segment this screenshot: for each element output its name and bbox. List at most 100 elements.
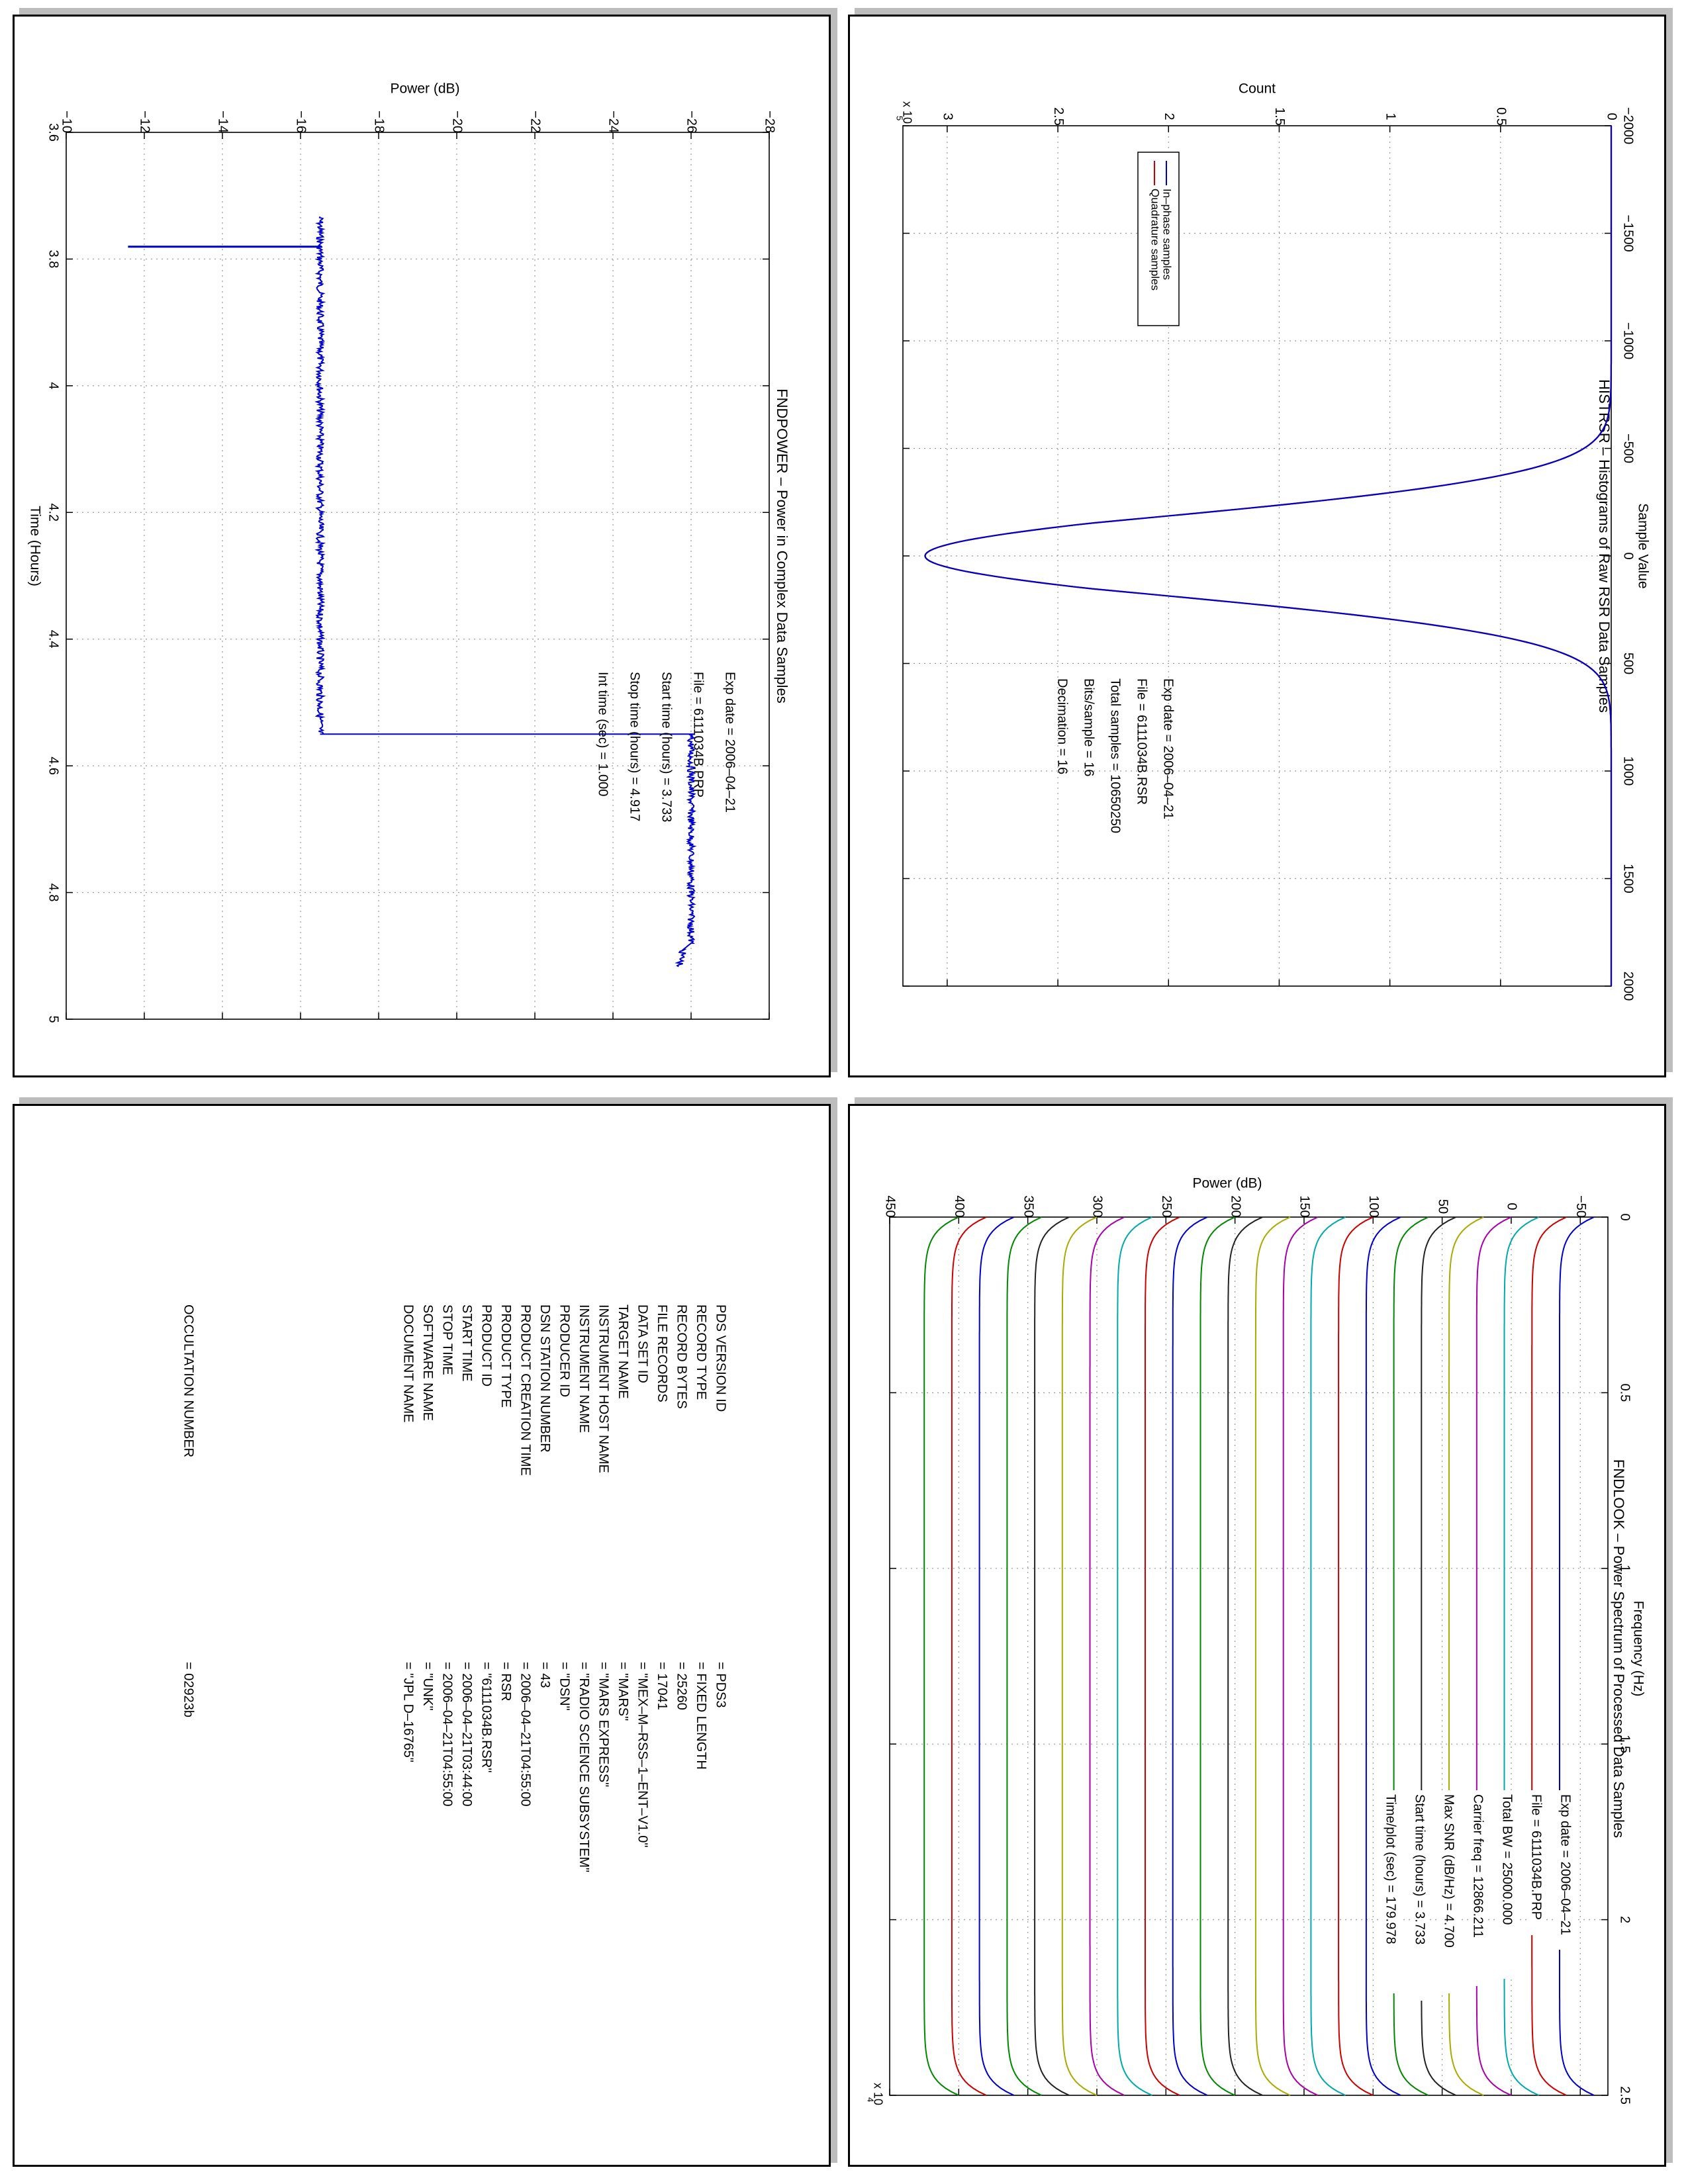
- x-tick-label: 2.5: [1618, 2086, 1632, 2105]
- y-scale-exponent-power: 5: [895, 116, 905, 120]
- pds-field-value: = "6111034B.RSR": [479, 1662, 494, 1772]
- pds-field-value: = "RADIO SCIENCE SUBSYSTEM": [577, 1662, 591, 1872]
- spectrum-trace-23: [951, 1216, 987, 2096]
- info-bg: [1439, 1790, 1458, 1993]
- x-tick-label: 4.4: [46, 630, 61, 649]
- x-tick-label: 4.2: [46, 503, 61, 522]
- power-panel: 3.6 3.8 4 4.2 4.4 4.6 4.8 5 −28 −26 −24 −22 −20 −18 −1…: [13, 15, 831, 1077]
- spectrum-trace-12: [1254, 1216, 1291, 2096]
- x-tick-label: 0: [1618, 1213, 1632, 1220]
- y-tick-label: 0.5: [1494, 107, 1509, 126]
- pds-field-value: = 2006–04–21T04:55:00: [440, 1662, 455, 1807]
- info-bg: [1556, 1790, 1574, 1950]
- pds-label-listing: PDS VERSION ID = PDS3 RECORD TYPE = FIXED L…: [181, 1304, 728, 1872]
- x-tick-label: 4: [46, 382, 61, 389]
- x-tick-label: 3.6: [46, 123, 61, 142]
- pds-field-value: = "UNK": [420, 1662, 435, 1711]
- plot-frame: [66, 132, 770, 1020]
- series-line-in-phase: [924, 126, 1613, 986]
- power-chart: 3.6 3.8 4 4.2 4.4 4.6 4.8 5 −28 −26 −24 −22 −20 −18 −1…: [27, 81, 790, 1023]
- x-tick-label: 4.8: [46, 884, 61, 902]
- histogram-panel: −2000 −1500 −1000 −500 0 500 1000 1500 2000 0 0.5 1…: [848, 15, 1666, 1077]
- spectrum-trace-20: [1034, 1216, 1070, 2096]
- x-tick-label: −500: [1621, 433, 1636, 463]
- pds-field-value: = PDS3: [714, 1662, 728, 1707]
- y-tick-label: −28: [763, 111, 777, 133]
- x-tick-label: 2000: [1621, 972, 1636, 1001]
- x-axis-label: Sample Value: [1635, 503, 1650, 588]
- pds-field-name: PDS VERSION ID: [714, 1304, 728, 1412]
- x-tick-label: 0.5: [1618, 1383, 1632, 1402]
- pds-field-name: RECORD TYPE: [694, 1304, 708, 1400]
- pds-field-name: DOCUMENT NAME: [401, 1304, 416, 1423]
- pds-label-panel: PDS VERSION ID = PDS3 RECORD TYPE = FIXED L…: [13, 1104, 831, 2167]
- info-text: Exp date = 2006–04–21: [1161, 678, 1176, 819]
- x-tick-label: 1: [1618, 1565, 1632, 1572]
- pds-field-value: = "MARS EXPRESS": [596, 1662, 611, 1787]
- y-tick-label: 350: [1021, 1195, 1035, 1217]
- y-tick-label: 2.5: [1051, 107, 1066, 126]
- y-tick-label: −14: [216, 111, 230, 133]
- x-axis-label: Frequency (Hz): [1630, 1601, 1646, 1697]
- y-tick-label: 0: [1605, 113, 1619, 120]
- series-line-power: [128, 216, 697, 968]
- info-text: Bits/sample = 16: [1082, 678, 1096, 776]
- pds-field-name: START TIME: [459, 1304, 474, 1381]
- pds-field-name: PRODUCT TYPE: [498, 1304, 513, 1408]
- plot-frame: [889, 1216, 1609, 2096]
- info-text: Decimation = 16: [1055, 678, 1070, 774]
- spectrum-trace-13: [1227, 1216, 1263, 2096]
- x-scale-exponent: x 10: [871, 2083, 884, 2105]
- pds-field-name: PRODUCT CREATION TIME: [518, 1304, 533, 1476]
- info-text: Exp date = 2006–04–21: [1558, 1794, 1573, 1935]
- info-text: Time/plot (sec) = 179.978: [1383, 1794, 1398, 1944]
- spectrum-trace-8: [1365, 1216, 1401, 2096]
- y-tick-label: 0: [1505, 1203, 1519, 1210]
- info-bg: [1526, 1790, 1545, 1935]
- chart-title: FNDPOWER – Power in Complex Data Samples: [774, 388, 790, 704]
- spectrum-trace-19: [1061, 1216, 1098, 2096]
- info-text: Start time (hours) = 3.733: [1413, 1794, 1427, 1944]
- y-axis-label: Count: [1239, 81, 1276, 97]
- spectrum-trace-14: [1199, 1216, 1236, 2096]
- y-tick-label: 450: [883, 1195, 898, 1217]
- pds-field-name: INSTRUMENT NAME: [577, 1304, 591, 1433]
- x-tick-label: 0: [1621, 552, 1636, 559]
- spectrum-trace-1: [1559, 1216, 1595, 2096]
- spectrum-trace-22: [978, 1216, 1015, 2096]
- pds-field-name: FILE RECORDS: [655, 1304, 669, 1402]
- info-text: File = 6111034B.PRP: [691, 672, 706, 797]
- pds-field-value: = RSR: [498, 1662, 513, 1701]
- info-text: File = 6111034B.RSR: [1135, 678, 1149, 805]
- info-text: Start time (hours) = 3.733: [659, 672, 674, 822]
- pds-field-value: = 2006–04–21T03:44:00: [459, 1662, 474, 1807]
- pds-field-value: = FIXED LENGTH: [694, 1662, 708, 1770]
- info-text: Max SNR (dB/Hz) = 4.700: [1442, 1794, 1456, 1948]
- chart-title: HISTRSR – Histograms of Raw RSR Data Sam…: [1596, 379, 1613, 713]
- info-text: Carrier freq = 12866.211: [1471, 1794, 1485, 1938]
- pds-field-name: RECORD BYTES: [675, 1304, 689, 1409]
- info-text: File = 6111034B.PRP: [1529, 1794, 1544, 1920]
- pds-field-name: SOFTWARE NAME: [420, 1304, 435, 1421]
- pds-field-name: STOP TIME: [440, 1304, 455, 1375]
- pds-field-name: DSN STATION NUMBER: [538, 1304, 552, 1453]
- spectrum-trace-24: [923, 1216, 959, 2096]
- y-tick-label: −18: [372, 111, 387, 133]
- x-tick-label: 500: [1621, 653, 1636, 674]
- x-scale-exponent-power: 4: [866, 2097, 876, 2102]
- y-tick-label: 100: [1366, 1195, 1381, 1217]
- y-tick-label: −20: [450, 111, 465, 133]
- spectrum-trace-2: [1531, 1216, 1567, 2096]
- info-bg: [1381, 1790, 1399, 1993]
- pds-field-name: PRODUCER ID: [557, 1304, 572, 1397]
- spectrum-trace-17: [1117, 1216, 1152, 2096]
- spectrum-trace-10: [1310, 1216, 1346, 2096]
- info-text: Exp date = 2006–04–21: [723, 672, 737, 813]
- x-tick-label: −1500: [1621, 214, 1636, 251]
- x-axis-label: Time (Hours): [27, 506, 42, 586]
- info-text: Stop time (hours) = 4.917: [628, 672, 642, 821]
- y-axis-label: Power (dB): [1192, 1176, 1262, 1191]
- y-tick-label: 250: [1159, 1195, 1174, 1217]
- pds-field-value: = "DSN": [557, 1662, 572, 1711]
- spectrum-trace-15: [1172, 1216, 1208, 2096]
